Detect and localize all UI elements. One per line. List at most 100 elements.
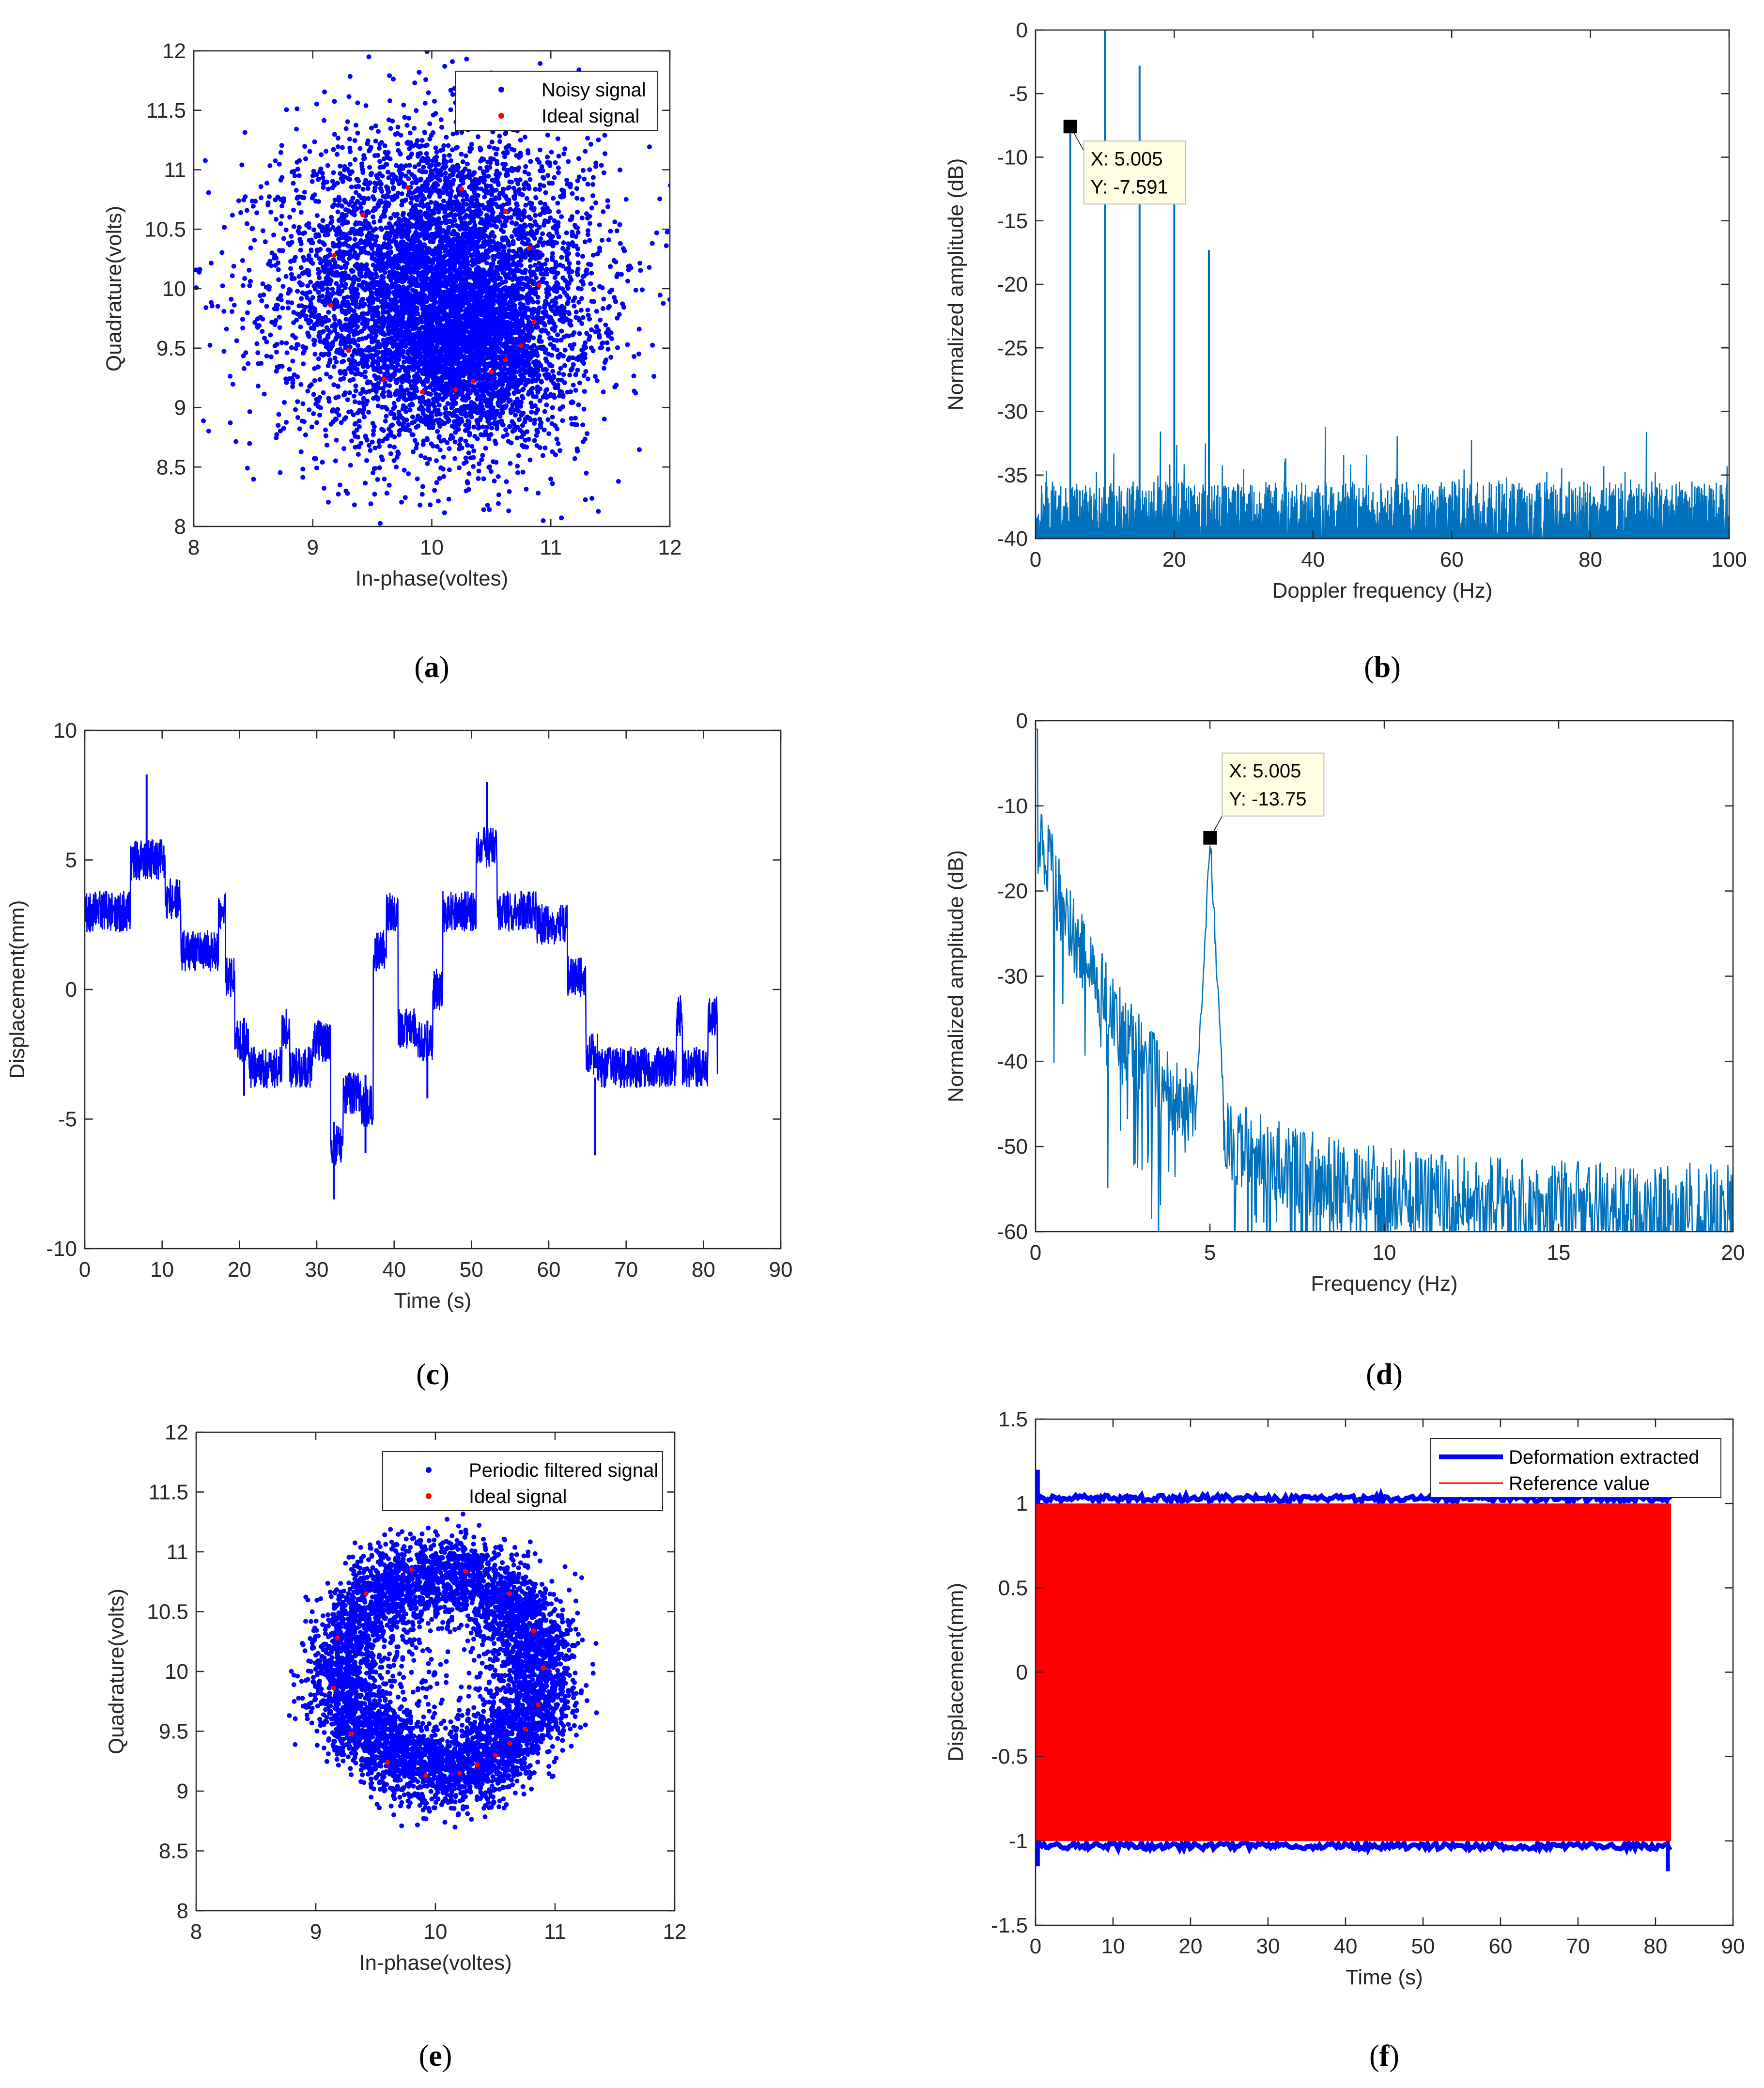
x-tick-label: 11 [544, 1920, 566, 1944]
axis-ticks: 0 5 10 15 20 -60 -50 -40 -30 -20 -10 0 [997, 709, 1745, 1265]
plot-content [287, 1505, 599, 1830]
caption-letter: e [429, 2040, 442, 2073]
data-tip-x: X: 5.005 [1229, 760, 1301, 782]
ideal-point [541, 1665, 546, 1670]
ideal-point [536, 1702, 541, 1708]
caption-letter: c [426, 1358, 440, 1391]
ideal-point [349, 1731, 355, 1736]
y-tick-label: -1.5 [991, 1914, 1028, 1937]
x-tick-label: 40 [382, 1258, 406, 1282]
caption-open: ( [419, 2040, 429, 2073]
x-tick-label: 9 [310, 1920, 322, 1944]
y-tick-label: 8.5 [159, 1840, 188, 1863]
y-tick-label: 9 [177, 1779, 188, 1803]
y-tick-label: 1.5 [998, 1407, 1028, 1431]
ideal-point [471, 379, 476, 384]
x-tick-label: 10 [1101, 1934, 1125, 1958]
legend-marker [498, 113, 504, 119]
reference-value-band [1036, 1503, 1671, 1841]
y-tick-label: 0 [1016, 709, 1028, 733]
x-tick-label: 100 [1711, 548, 1747, 572]
x-tick-label: 15 [1547, 1241, 1571, 1265]
x-tick-label: 20 [228, 1258, 251, 1282]
chart-panel-f: 0 10 20 30 40 50 60 70 80 90 -1.5 -1 -0.5 0 0.5 1 1.5 Tim… [944, 1407, 1745, 2073]
caption-close: ) [1393, 1358, 1403, 1391]
x-tick-label: 20 [1162, 548, 1186, 572]
y-tick-label: 10 [162, 277, 186, 301]
caption-letter: a [424, 651, 439, 684]
y-axis-label: Displacement(mm) [5, 900, 29, 1079]
plot-area [85, 730, 781, 1249]
x-axis-label: Doppler frequency (Hz) [1272, 579, 1493, 603]
x-tick-label: 60 [537, 1258, 561, 1282]
legend-label: Reference value [1509, 1473, 1650, 1494]
data-tip: X: 5.005 Y: -7.591 [1063, 120, 1186, 205]
displacement-spikes [145, 774, 596, 1200]
legend-label: Noisy signal [542, 79, 646, 101]
y-tick-label: -40 [997, 1050, 1028, 1073]
caption-close: ) [439, 1358, 449, 1391]
y-axis-label: Quadrature(volts) [102, 206, 126, 371]
x-axis-label: Time (s) [394, 1289, 472, 1313]
y-tick-label: 8 [174, 515, 186, 539]
ideal-point [463, 1568, 468, 1574]
data-tip-y: Y: -7.591 [1091, 176, 1168, 198]
x-tick-label: 10 [424, 1920, 448, 1944]
ideal-signal-points [328, 185, 542, 395]
y-tick-label: 10 [165, 1660, 188, 1684]
y-tick-label: -60 [997, 1220, 1028, 1244]
x-axis-label: Frequency (Hz) [1311, 1272, 1457, 1296]
panel-caption: (d) [1366, 1358, 1403, 1391]
ideal-point [385, 1760, 390, 1765]
caption-close: ) [1389, 2040, 1399, 2073]
x-tick-label: 70 [614, 1258, 638, 1282]
y-tick-label: -15 [997, 209, 1028, 233]
caption-close: ) [439, 651, 449, 684]
ideal-point [409, 1567, 414, 1573]
axis-ticks: 0 10 20 30 40 50 60 70 80 90 -1.5 -1 -0.5 0 0.5 1 1.5 [991, 1407, 1745, 1958]
y-tick-label: 10.5 [144, 217, 186, 241]
ideal-point [423, 1773, 429, 1778]
x-tick-label: 20 [1179, 1934, 1203, 1958]
x-tick-label: 12 [658, 536, 682, 559]
x-tick-label: 80 [1578, 548, 1602, 572]
x-tick-label: 12 [663, 1920, 687, 1944]
x-tick-label: 5 [1204, 1241, 1216, 1265]
panel-caption: (c) [416, 1358, 449, 1391]
plot-area [1036, 721, 1733, 1232]
ideal-point [453, 387, 458, 392]
legend-label: Deformation extracted [1509, 1447, 1700, 1468]
legend-label: Ideal signal [469, 1486, 567, 1507]
panel-caption: (f) [1369, 2040, 1399, 2073]
chart-panel-a: 8 9 10 11 12 8 8.5 9 9.5 10 10.5 11 11.5 12 In-phase(v… [102, 39, 682, 684]
y-tick-label: -20 [997, 273, 1028, 296]
y-tick-label: 10 [53, 719, 77, 742]
y-tick-label: 11.5 [149, 1481, 188, 1504]
legend-label: Periodic filtered signal [469, 1460, 658, 1481]
y-tick-label: -5 [1009, 82, 1028, 106]
legend: Periodic filtered signal Ideal signal [382, 1451, 663, 1511]
x-tick-label: 80 [1644, 1934, 1668, 1958]
y-tick-label: 12 [162, 39, 186, 63]
legend: Noisy signal Ideal signal [455, 71, 658, 131]
ideal-signal-points [331, 1567, 546, 1778]
panel-caption: (a) [414, 651, 449, 684]
x-tick-label: 30 [1256, 1934, 1280, 1958]
y-tick-label: -30 [997, 400, 1028, 424]
ideal-point [382, 376, 387, 382]
data-tip-marker [1063, 120, 1077, 134]
x-tick-label: 60 [1489, 1934, 1513, 1958]
caption-open: ( [1366, 1358, 1376, 1391]
y-tick-label: -40 [997, 527, 1028, 551]
y-tick-label: -10 [997, 794, 1028, 818]
legend-marker [426, 1467, 432, 1473]
x-axis-label: In-phase(voltes) [359, 1951, 511, 1975]
y-tick-label: 8.5 [156, 455, 186, 479]
plot-content [1036, 728, 1733, 1232]
y-axis-label: Displacement(mm) [944, 1583, 968, 1762]
x-tick-label: 80 [692, 1258, 715, 1282]
ideal-point [457, 1770, 462, 1776]
x-tick-label: 0 [1030, 1934, 1041, 1958]
y-tick-label: -35 [997, 464, 1028, 487]
